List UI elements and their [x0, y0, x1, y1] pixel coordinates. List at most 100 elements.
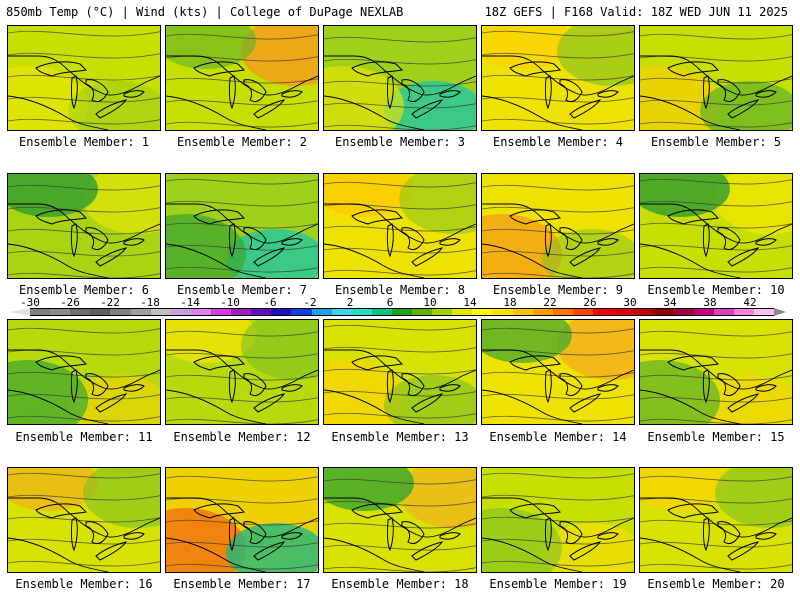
colorbar-swatch: [552, 308, 574, 316]
great-lake-outline: [386, 369, 394, 404]
great-lake-outline: [228, 75, 236, 110]
colorbar-left-arrow: [10, 308, 30, 316]
great-lake-outline: [569, 99, 602, 119]
wind-contour: [324, 247, 476, 254]
great-lake-outline: [243, 227, 267, 251]
wind-contour: [8, 228, 160, 235]
wind-contour: [324, 500, 476, 507]
wind-contour: [8, 472, 160, 479]
wind-contour: [166, 200, 318, 207]
wind-contour: [482, 415, 634, 422]
political-boundary: [640, 537, 741, 572]
great-lake-outline: [228, 223, 236, 258]
wind-contour: [8, 52, 160, 59]
temperature-shading: [700, 375, 792, 424]
great-lake-outline: [702, 517, 710, 552]
ensemble-map-panel: [323, 25, 477, 131]
colorbar-tick-label: -2: [303, 296, 317, 309]
great-lake-outline: [70, 223, 78, 258]
great-lake-outline: [85, 521, 109, 545]
wind-contour: [482, 393, 634, 400]
great-lake-outline: [569, 247, 602, 267]
political-boundary: [324, 497, 476, 538]
ensemble-map-panel: [165, 173, 319, 279]
colorbar-tick-label: -14: [180, 296, 200, 309]
wind-contour: [482, 118, 634, 125]
great-lake-outline: [243, 373, 267, 397]
ensemble-map-panel: [639, 467, 793, 573]
temperature-shading: [166, 26, 256, 69]
great-lake-outline: [243, 521, 267, 545]
political-boundary: [166, 55, 318, 96]
great-lake-outline: [386, 517, 394, 552]
wind-contour: [482, 371, 634, 378]
ensemble-member-label: Ensemble Member: 10: [647, 283, 785, 297]
colorbar-swatch: [572, 308, 594, 316]
temperature-shading: [542, 523, 634, 572]
ensemble-member-label: Ensemble Member: 5: [650, 135, 782, 149]
great-lake-outline: [243, 79, 267, 103]
colorbar-tick-label: 14: [463, 296, 477, 309]
wind-contour: [482, 206, 634, 213]
wind-contour: [640, 418, 792, 424]
great-lake-outline: [727, 393, 760, 413]
temperature-shading: [68, 375, 160, 424]
temperature-shading: [384, 375, 476, 424]
colorbar-swatch: [30, 308, 51, 316]
chart-title: 850mb Temp (°C) | Wind (kts) | College o…: [6, 5, 404, 19]
great-lake-outline: [35, 355, 88, 371]
wind-contour: [8, 349, 160, 356]
temperature-map: [324, 174, 476, 278]
political-boundary: [324, 203, 476, 244]
ensemble-map-panel: [481, 173, 635, 279]
wind-contour: [482, 30, 634, 37]
wind-contour: [482, 349, 634, 356]
wind-contour: [324, 203, 476, 210]
wind-contour: [324, 478, 476, 485]
temperature-map: [482, 184, 634, 278]
great-lake-outline: [411, 99, 444, 119]
temperature-shading: [8, 468, 98, 511]
political-boundary: [8, 497, 160, 538]
wind-contour: [640, 178, 792, 185]
ensemble-map-panel: [639, 25, 793, 131]
wind-contour: [166, 77, 318, 84]
temperature-map: [166, 320, 318, 424]
wind-contour: [166, 519, 318, 526]
wind-contour: [324, 124, 476, 130]
political-boundary: [482, 203, 634, 244]
great-lake-outline: [386, 223, 394, 258]
temperature-shading: [8, 174, 98, 217]
wind-contour: [8, 371, 160, 378]
colorbar-swatch: [110, 308, 132, 316]
ensemble-member-label: Ensemble Member: 15: [647, 430, 785, 444]
temperature-map: [640, 33, 792, 130]
colorbar-swatch: [231, 308, 253, 316]
wind-contour: [166, 418, 318, 424]
colorbar-tick-label: 6: [386, 296, 394, 309]
temperature-map: [482, 26, 634, 130]
great-lake-outline: [559, 79, 583, 103]
colorbar-swatch: [653, 308, 675, 316]
great-lake-outline: [95, 393, 128, 413]
colorbar-tick-label: 38: [703, 296, 717, 309]
colorbar-tick-label: 34: [663, 296, 677, 309]
great-lake-outline: [253, 541, 286, 561]
great-lake-outline: [386, 75, 394, 110]
wind-contour: [166, 563, 318, 570]
political-boundary: [324, 349, 476, 390]
colorbar-swatch: [512, 308, 534, 316]
great-lake-outline: [509, 503, 562, 519]
great-lake-outline: [569, 541, 602, 561]
colorbar-tick-label: 26: [583, 296, 597, 309]
great-lake-outline: [281, 238, 303, 246]
great-lake-outline: [85, 79, 109, 103]
wind-contour: [8, 415, 160, 422]
colorbar-swatch: [70, 308, 92, 316]
wind-contour: [640, 266, 792, 273]
temperature-shading: [241, 320, 318, 380]
great-lake-outline: [411, 541, 444, 561]
wind-contour: [640, 374, 792, 381]
ensemble-member-label: Ensemble Member: 6: [18, 283, 150, 297]
wind-contour: [8, 393, 160, 400]
